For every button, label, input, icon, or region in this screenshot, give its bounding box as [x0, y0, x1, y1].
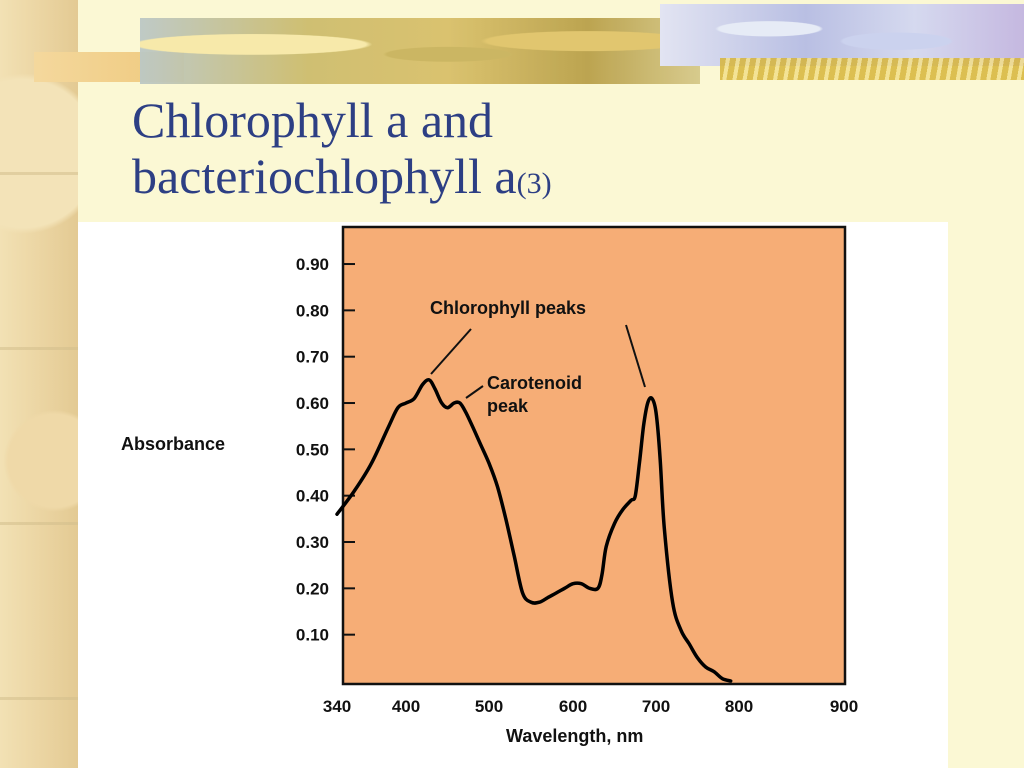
slide-title-line1: Chlorophyll a and [132, 92, 494, 148]
y-tick-label: 0.50 [296, 440, 329, 459]
y-tick-label: 0.20 [296, 579, 329, 598]
y-tick-label: 0.40 [296, 487, 329, 506]
plot-area [341, 225, 847, 686]
x-tick-label: 600 [559, 697, 587, 716]
series-line-absorbance [335, 378, 733, 683]
y-tick-label: 0.10 [296, 626, 329, 645]
slide-title-line2: bacteriochlophyll a [132, 148, 517, 204]
slide-title-subscript: (3) [516, 167, 552, 200]
absorbance-chart: 0.90 0.80 0.70 0.60 0.50 0.40 0.30 0.20 0.10 340… [121, 225, 858, 746]
x-tick-label: 900 [830, 697, 858, 716]
annotation-carotenoid-line2: peak [487, 396, 529, 416]
x-tick-label: 400 [392, 697, 420, 716]
y-tick-label: 0.90 [296, 255, 329, 274]
x-axis: 340 400 500 600 700 800 900 [323, 697, 858, 716]
annotation-leader-chlorophyll-left [430, 328, 472, 375]
annotation-leader-carotenoid [465, 385, 484, 399]
y-axis: 0.90 0.80 0.70 0.60 0.50 0.40 0.30 0.20 0.10 [296, 255, 355, 645]
annotation-carotenoid-line1: Carotenoid [487, 373, 582, 393]
y-axis-title: Absorbance [121, 434, 225, 454]
annotation-leader-chlorophyll-right [625, 324, 646, 388]
x-tick-label: 700 [642, 697, 670, 716]
y-tick-label: 0.60 [296, 394, 329, 413]
y-tick-label: 0.80 [296, 301, 329, 320]
x-axis-title: Wavelength, nm [506, 726, 643, 746]
banner-segment [660, 4, 1024, 66]
y-tick-label: 0.70 [296, 348, 329, 367]
x-tick-label: 340 [323, 697, 351, 716]
y-tick-label: 0.30 [296, 533, 329, 552]
top-decorative-banner [30, 0, 1024, 88]
banner-segment [720, 58, 1024, 80]
x-tick-label: 500 [475, 697, 503, 716]
slide-title: Chlorophyll a and bacteriochlophyll a(3) [132, 92, 952, 212]
annotation-chlorophyll-peaks: Chlorophyll peaks [430, 298, 586, 318]
x-tick-label: 800 [725, 697, 753, 716]
banner-segment [140, 18, 700, 84]
left-decorative-strip [0, 0, 78, 768]
